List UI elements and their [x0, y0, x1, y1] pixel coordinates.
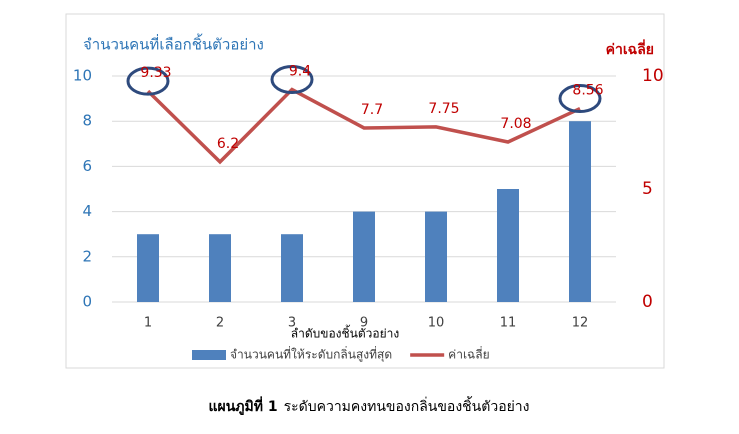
highlight-ellipse — [126, 66, 170, 96]
data-label: 6.2 — [217, 136, 239, 152]
y-tick-label: 2 — [82, 247, 92, 265]
x-tick-label: 12 — [572, 316, 589, 331]
data-label: 9.4 — [289, 64, 311, 80]
y-tick-label: 10 — [73, 67, 92, 85]
data-label: 8.56 — [572, 83, 603, 99]
legend-label: ค่าเฉลี่ย — [448, 346, 489, 362]
line — [146, 87, 581, 165]
x-tick-label: 10 — [428, 316, 445, 331]
y-tick-label: 0 — [82, 293, 92, 311]
x-tick-label: 3 — [288, 316, 296, 331]
data-label: 7.75 — [428, 101, 459, 117]
y2-tick-label: 0 — [642, 292, 653, 312]
bar — [569, 121, 591, 302]
bar — [209, 234, 231, 302]
y2-tick-label: 10 — [642, 66, 664, 86]
y-tick-label: 8 — [82, 112, 92, 130]
bar — [281, 234, 303, 302]
y-tick-label: 6 — [82, 157, 92, 175]
caption: แผนภูมิที่ 1 ระดับความคงทนของกลิ่นของชิ้น… — [208, 396, 529, 415]
data-label: 7.7 — [361, 102, 383, 118]
data-label: 7.08 — [500, 116, 531, 132]
data-label: 9.33 — [140, 65, 171, 81]
chart-border — [65, 13, 665, 369]
bar — [353, 211, 375, 302]
x-tick-label: 9 — [360, 316, 368, 331]
caption-label: แผนภูมิที่ 1 — [208, 396, 277, 415]
x-tick-label: 11 — [500, 316, 517, 331]
bar — [137, 234, 159, 302]
legend-swatch — [192, 350, 226, 360]
y-axis-title: จำนวนคนที่เลือกชิ้นตัวอย่าง — [83, 34, 264, 54]
x-axis-title: ลำดับของชิ้นตัวอย่าง — [291, 325, 400, 341]
y-tick-label: 4 — [82, 202, 92, 220]
y2-axis-title: ค่าเฉลี่ย — [606, 39, 654, 58]
x-tick-label: 1 — [144, 316, 152, 331]
bar — [497, 189, 519, 302]
y2-tick-label: 5 — [642, 179, 653, 199]
legend-label: จำนวนคนที่ให้ระดับกลิ่นสูงที่สุด — [230, 346, 392, 363]
bar — [425, 211, 447, 302]
highlight-ellipse — [558, 84, 602, 114]
caption-text: ระดับความคงทนของกลิ่นของชิ้นตัวอย่าง — [284, 396, 530, 415]
x-tick-label: 2 — [216, 316, 224, 331]
highlight-ellipse — [270, 65, 314, 95]
